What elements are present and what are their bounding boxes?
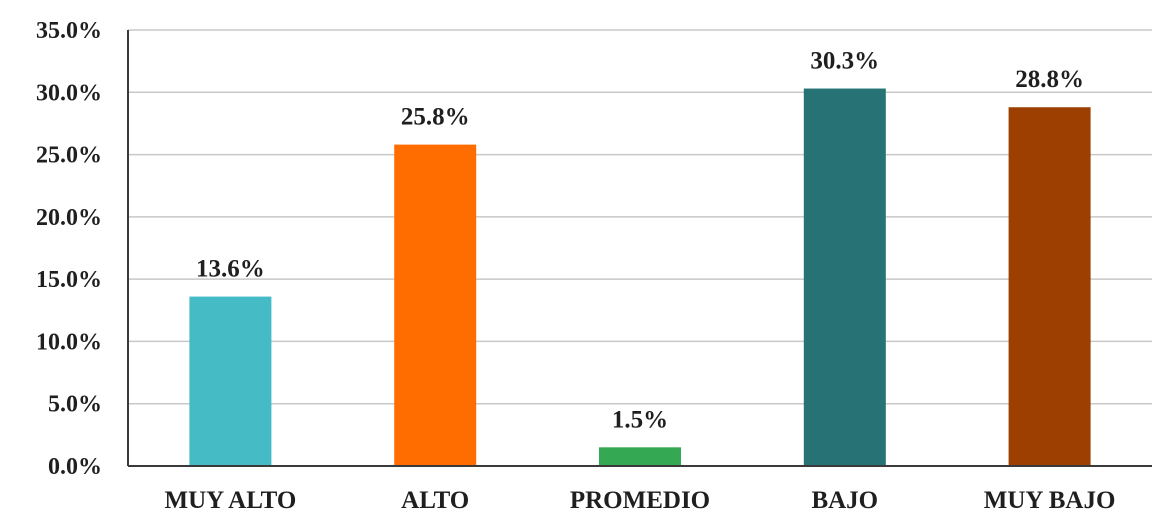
data-label: 30.3% [810,48,879,75]
y-tick-label: 20.0% [36,205,102,231]
y-tick-label: 35.0% [36,18,102,44]
bar [599,447,681,466]
x-category-label: BAJO [811,487,878,514]
x-category-label: PROMEDIO [570,487,710,514]
y-tick-label: 30.0% [36,80,102,106]
data-label: 1.5% [612,406,668,433]
x-axis-categories: MUY ALTO ALTO PROMEDIO BAJO MUY BAJO [165,487,1116,514]
x-category-label: MUY BAJO [984,487,1116,514]
x-category-label: ALTO [401,487,469,514]
data-label: 25.8% [401,104,470,131]
y-tick-label: 5.0% [48,392,102,418]
gridlines [128,29,1152,405]
data-label: 28.8% [1015,66,1084,93]
y-tick-label: 15.0% [36,267,102,293]
y-tick-label: 10.0% [36,329,102,355]
x-category-label: MUY ALTO [165,487,297,514]
axes [127,30,1152,467]
bars [189,88,1091,466]
data-labels: 13.6% 25.8% 1.5% 30.3% 28.8% [196,48,1084,434]
bar [803,88,886,466]
y-axis-ticks: 0.0% 5.0% 10.0% 15.0% 20.0% 25.0% 30.0% 35.0% [36,18,102,480]
bar [394,144,477,466]
y-tick-label: 25.0% [36,143,102,169]
bar [189,296,272,466]
data-label: 13.6% [196,256,265,283]
y-tick-label: 0.0% [48,454,102,480]
bar [1008,107,1091,466]
